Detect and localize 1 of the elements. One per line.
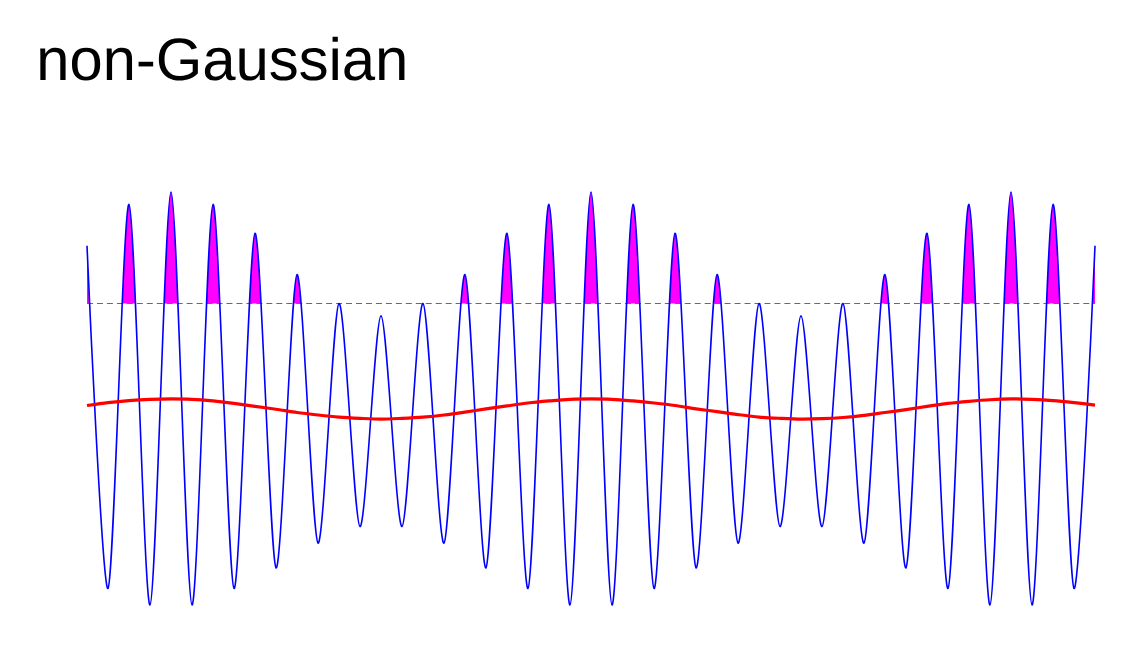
chart-title: non-Gaussian [40, 36, 405, 81]
